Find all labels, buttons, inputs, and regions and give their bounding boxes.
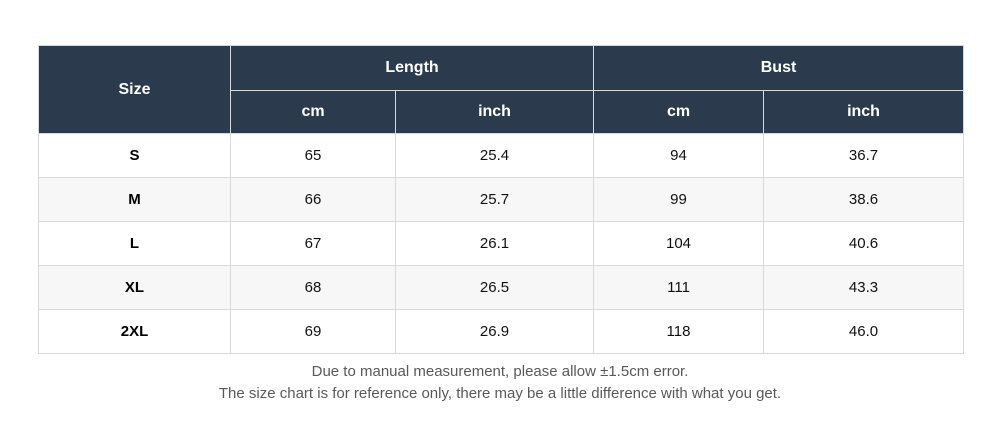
cell-bust-inch: 38.6 (763, 177, 965, 222)
header-bust: Bust (593, 45, 965, 91)
cell-length-cm: 67 (230, 221, 396, 266)
subheader-bust-inch: inch (763, 90, 965, 134)
cell-length-inch: 26.9 (394, 309, 595, 354)
cell-bust-inch: 46.0 (763, 309, 965, 354)
cell-size: L (38, 221, 231, 266)
cell-bust-cm: 111 (593, 265, 765, 310)
cell-size: M (38, 177, 231, 222)
table-row-2xl: 2XL 69 26.9 118 46.0 (38, 309, 965, 354)
cell-bust-inch: 40.6 (763, 221, 965, 266)
subheader-bust-cm: cm (593, 90, 765, 134)
cell-length-cm: 69 (230, 309, 396, 354)
footer-notes: Due to manual measurement, please allow … (0, 361, 1000, 405)
cell-bust-cm: 94 (593, 133, 765, 178)
cell-length-inch: 26.1 (394, 221, 595, 266)
cell-length-inch: 26.5 (394, 265, 595, 310)
header-length: Length (229, 45, 595, 91)
cell-bust-cm: 99 (593, 177, 765, 222)
table-row-l: L 67 26.1 104 40.6 (38, 221, 965, 266)
cell-length-cm: 65 (230, 133, 396, 178)
table-row-m: M 66 25.7 99 38.6 (38, 177, 965, 222)
cell-bust-cm: 104 (593, 221, 765, 266)
cell-size: XL (38, 265, 231, 310)
cell-length-inch: 25.7 (394, 177, 595, 222)
footer-note-line1: Due to manual measurement, please allow … (311, 363, 689, 380)
header-size: Size (38, 45, 231, 134)
footer-note-line2: The size chart is for reference only, th… (218, 385, 782, 402)
cell-bust-inch: 43.3 (763, 265, 965, 310)
cell-bust-cm: 118 (593, 309, 765, 354)
subheader-length-inch: inch (394, 90, 595, 134)
cell-length-cm: 66 (230, 177, 396, 222)
cell-size: S (38, 133, 231, 178)
cell-size: 2XL (38, 309, 231, 354)
header-sub-row: cm inch cm inch (39, 90, 965, 134)
table-row-s: S 65 25.4 94 36.7 (38, 133, 965, 178)
subheader-length-cm: cm (230, 90, 396, 134)
cell-bust-inch: 36.7 (763, 133, 965, 178)
cell-length-inch: 25.4 (394, 133, 595, 178)
size-chart-table: Size Length Bust cm inch cm inch S 65 25… (38, 45, 965, 354)
cell-length-cm: 68 (230, 265, 396, 310)
header-group-row: Size Length Bust (38, 45, 965, 134)
table-row-xl: XL 68 26.5 111 43.3 (38, 265, 965, 310)
